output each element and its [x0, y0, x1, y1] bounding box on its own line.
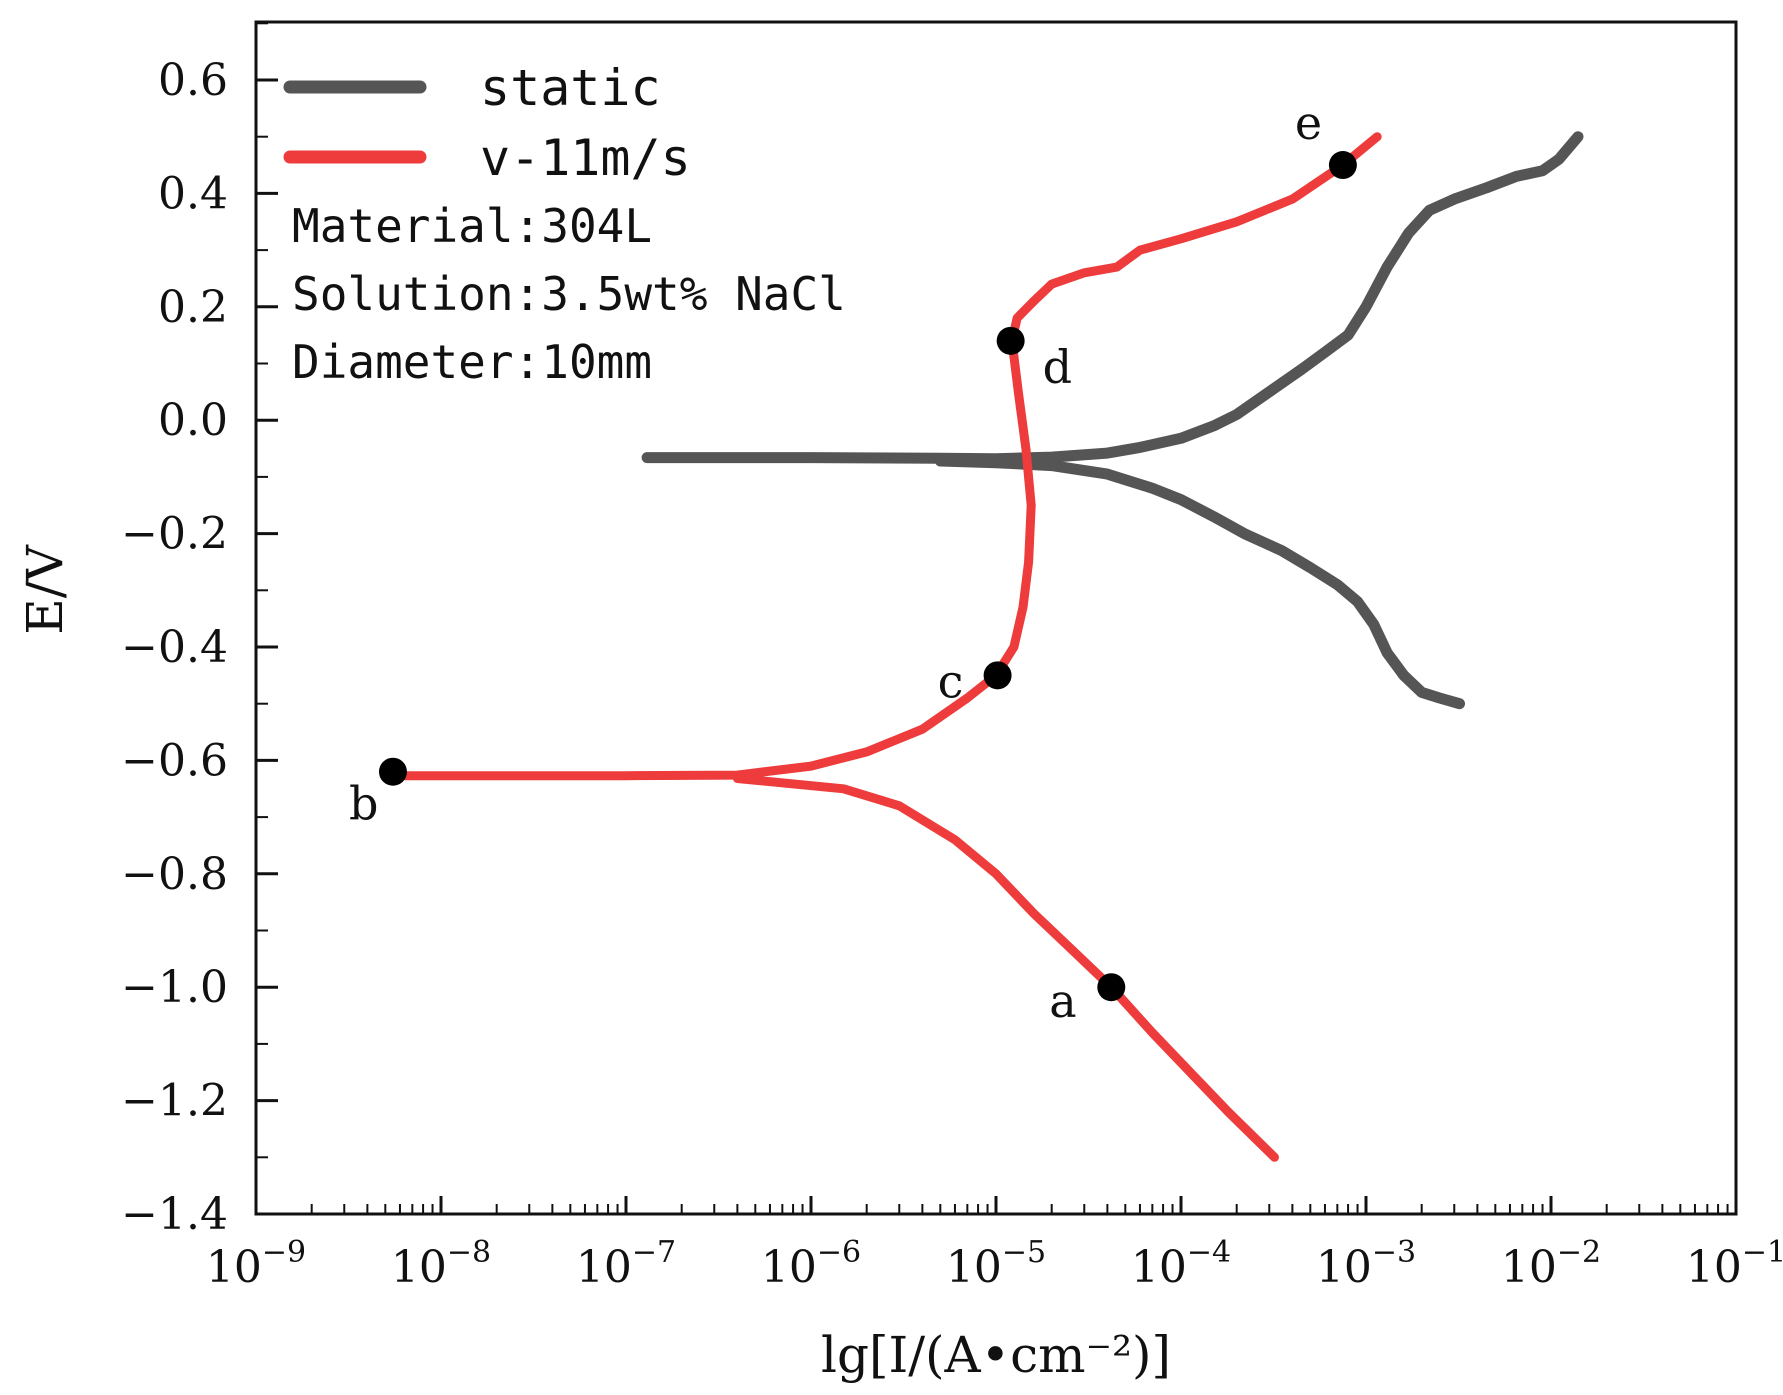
x-tick-label: 10−9: [206, 1235, 306, 1293]
y-tick-label: −0.8: [121, 849, 228, 900]
x-tick-label: 10−2: [1501, 1235, 1601, 1293]
note-material: Material:304L: [292, 199, 652, 253]
x-tick-label: 10−3: [1316, 1235, 1416, 1293]
point-c: [983, 661, 1012, 690]
x-tick-label: 10−5: [946, 1235, 1046, 1293]
point-e: [1328, 151, 1357, 180]
point-d: [996, 326, 1025, 355]
point-label-b: b: [349, 777, 378, 831]
y-tick-label: −1.4: [121, 1189, 228, 1240]
point-a: [1097, 973, 1126, 1002]
point-label-a: a: [1049, 974, 1076, 1028]
series-line-static-branch-1: [934, 455, 1465, 710]
series-line-static-branch-0: [641, 131, 1584, 465]
y-tick-label: 0.0: [158, 395, 228, 446]
legend: static v-11m/s: [283, 59, 691, 187]
x-tick-label: 10−7: [576, 1235, 676, 1293]
y-tick-label: 0.2: [158, 282, 228, 333]
y-tick-label: 0.6: [158, 55, 228, 106]
y-tick-label: −0.4: [121, 622, 228, 673]
y-tick-label: −0.6: [121, 735, 228, 786]
point-label-d: d: [1043, 340, 1072, 394]
series-layer: [388, 131, 1584, 1162]
x-tick-label: 10−4: [1131, 1235, 1231, 1293]
x-tick-label: 10−8: [391, 1235, 491, 1293]
point-label-c: c: [938, 654, 964, 708]
point-b: [378, 757, 407, 786]
x-tick-label: 10−6: [761, 1235, 861, 1293]
y-tick-label: 0.4: [158, 168, 228, 219]
series-line-velocity-branch-1: [732, 774, 1279, 1162]
x-tick-label: 10−1: [1686, 1235, 1783, 1293]
x-axis-title: lg[I/(A•cm⁻²)]: [821, 1326, 1171, 1384]
y-axis-title: E/V: [16, 544, 74, 634]
note-diameter: Diameter:10mm: [292, 335, 652, 389]
y-tick-label: −1.2: [121, 1076, 228, 1127]
y-tick-label: −0.2: [121, 509, 228, 560]
y-tick-label: −1.0: [121, 962, 228, 1013]
note-solution: Solution:3.5wt% NaCl: [292, 267, 846, 321]
legend-label-velocity: v-11m/s: [480, 129, 691, 187]
marked-points: a b c d e: [349, 96, 1357, 1028]
legend-label-static: static: [480, 59, 661, 117]
axis-ticks: 10−9 10−8 10−7 10−6 10−5 10−4 10−3 10−2 10−1 0.6 0…: [121, 22, 1783, 1293]
series-line-velocity-branch-0: [388, 132, 1382, 781]
point-label-e: e: [1295, 96, 1322, 150]
